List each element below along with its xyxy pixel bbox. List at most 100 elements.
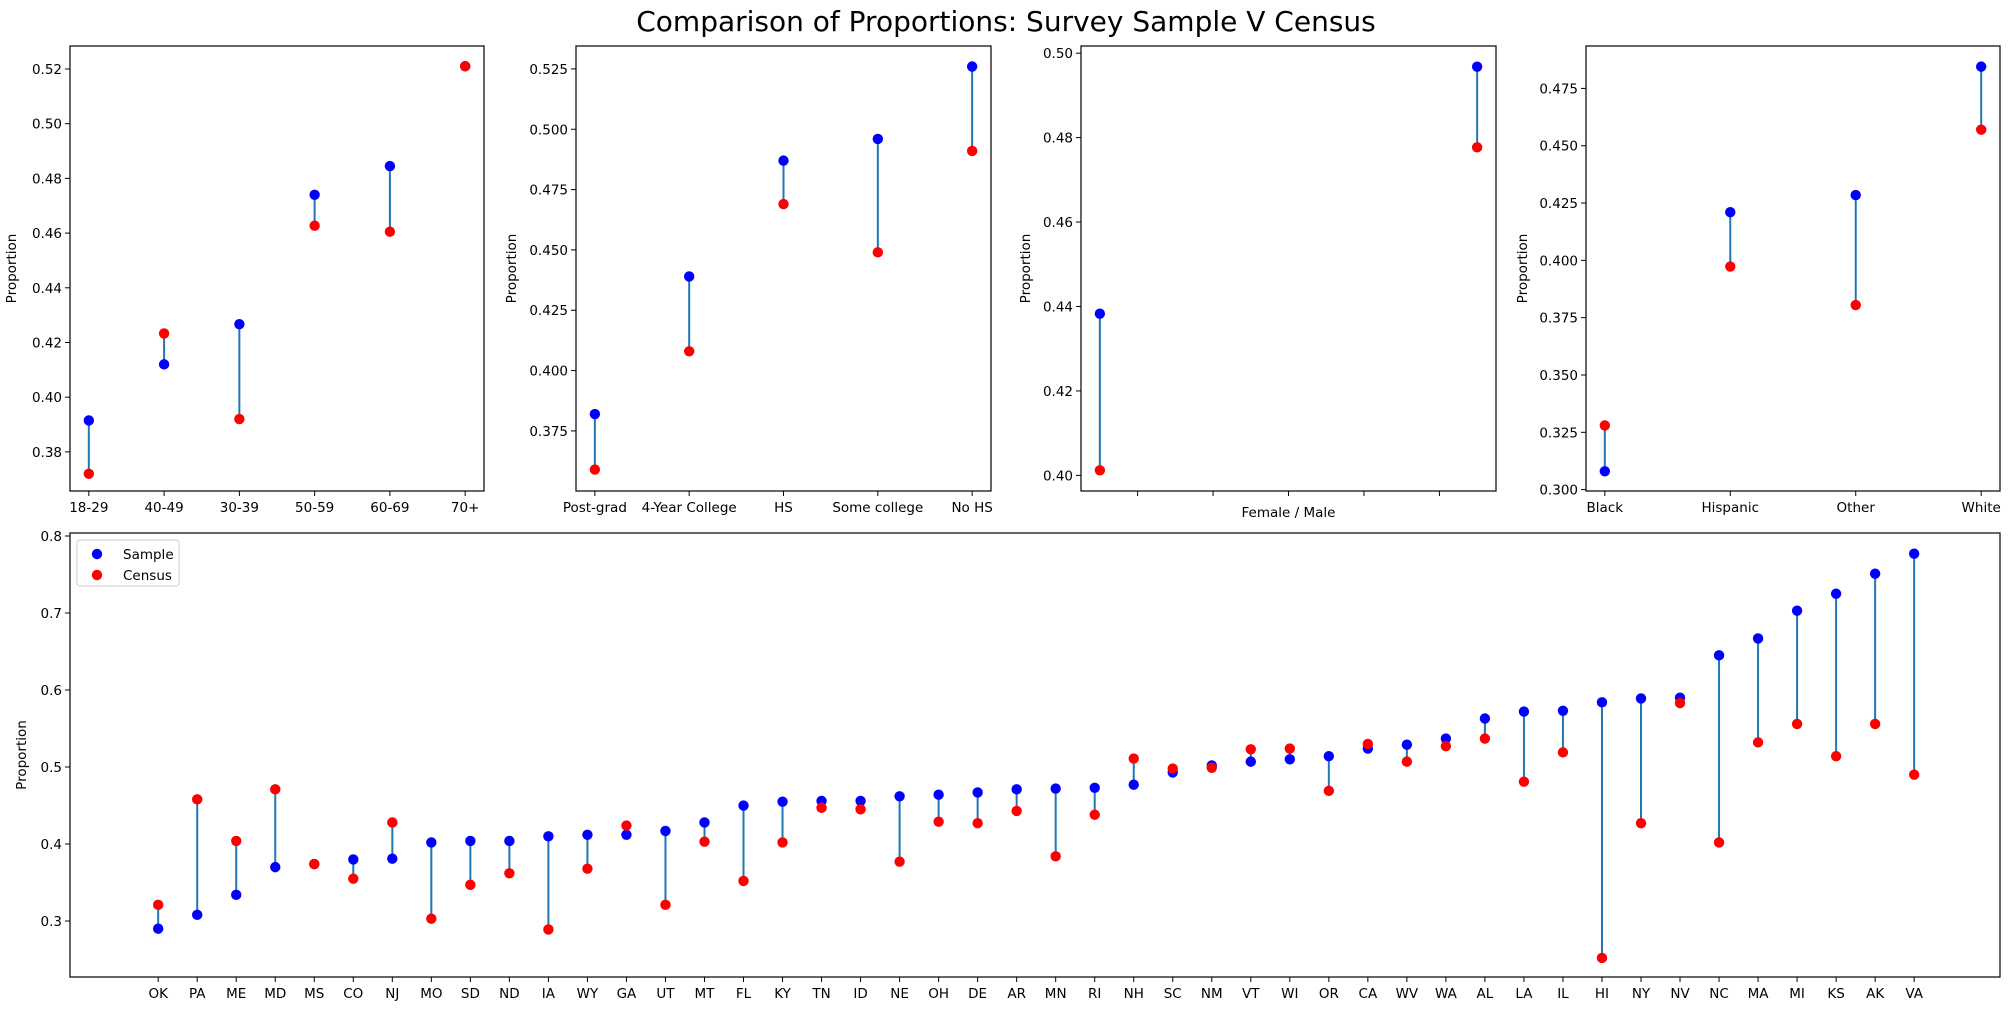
sample-point (1975, 61, 1987, 72)
sample-point (543, 831, 554, 842)
x-tick-label: 50-59 (295, 500, 334, 516)
census-point (966, 145, 978, 157)
figure-title: Comparison of Proportions: Survey Sample… (636, 5, 1376, 38)
x-tick-label: MA (1748, 986, 1770, 1002)
sample-point (1089, 782, 1100, 794)
sample-point (855, 795, 866, 807)
legend-label: Sample (123, 547, 174, 563)
census-point (660, 899, 671, 911)
census-point (1752, 737, 1764, 748)
y-tick-label: 0.475 (1539, 81, 1578, 97)
sample-point (83, 415, 95, 426)
x-tick-label: Black (1587, 500, 1624, 516)
y-tick-label: 0.46 (1043, 215, 1073, 231)
census-point (1440, 741, 1452, 752)
x-tick-label: White (1962, 500, 2001, 516)
sample-point (1869, 568, 1881, 579)
x-tick-label: OH (928, 986, 949, 1002)
sample-point (1094, 308, 1106, 319)
axes-frame (69, 532, 2001, 978)
y-tick-label: 0.325 (1539, 425, 1578, 441)
census-point (972, 818, 983, 829)
sample-point (1518, 706, 1530, 717)
sample-point (192, 909, 203, 921)
census-point (1791, 718, 1803, 730)
census-point (1323, 785, 1335, 797)
census-point (1975, 124, 1987, 135)
x-tick-label: TN (811, 986, 830, 1002)
y-axis-label: Proportion (1515, 234, 1531, 304)
sample-point (1635, 693, 1647, 704)
axes-frame (1080, 45, 1497, 492)
sample-point (1599, 466, 1611, 477)
census-point (231, 835, 242, 847)
sample-point (1850, 189, 1861, 201)
census-point (1089, 809, 1100, 820)
x-tick-label: AL (1477, 986, 1494, 1002)
x-tick-label: VT (1242, 986, 1260, 1002)
y-axis-label: Proportion (504, 234, 520, 304)
census-point (426, 913, 437, 924)
x-tick-label: OR (1319, 986, 1339, 1002)
sample-point (1596, 697, 1608, 708)
legend-box (76, 539, 180, 587)
sample-point (1401, 739, 1413, 750)
y-tick-label: 0.450 (529, 243, 568, 259)
x-tick-label: VA (1905, 986, 1923, 1002)
sample-point (1713, 650, 1725, 661)
sample-point (966, 61, 978, 72)
census-point (309, 220, 320, 231)
y-tick-label: 0.48 (32, 171, 62, 187)
x-tick-label: GA (617, 986, 637, 1002)
x-tick-label: AR (1007, 986, 1026, 1002)
x-tick-label: ND (499, 986, 520, 1002)
sample-point (504, 835, 515, 847)
y-tick-label: 0.40 (1043, 468, 1073, 484)
census-point (1713, 837, 1725, 848)
sample-point (582, 829, 593, 840)
census-point (872, 247, 884, 258)
sample-point (234, 318, 245, 330)
census-point (894, 856, 905, 867)
x-tick-label: ID (853, 986, 867, 1002)
axes-frame (1585, 45, 2001, 492)
chart-panel-1: 0.375 0.400 0.425 0.450 0.475 0.500 0.525 Post-… (504, 45, 993, 516)
x-tick-label: Hispanic (1702, 500, 1760, 516)
y-tick-label: 0.350 (1539, 368, 1578, 384)
x-tick-label: MI (1789, 986, 1805, 1002)
sample-point (683, 271, 695, 282)
y-tick-label: 0.44 (1043, 299, 1073, 315)
census-point (309, 858, 320, 870)
census-point (1869, 718, 1881, 730)
sample-point (270, 861, 281, 873)
sample-point (1284, 754, 1296, 765)
census-point (699, 836, 710, 847)
y-tick-label: 0.38 (32, 445, 62, 461)
sample-point (152, 923, 164, 934)
census-point (582, 863, 593, 874)
x-tick-label: NH (1124, 986, 1144, 1002)
census-point (1167, 763, 1178, 774)
x-tick-label: 40-49 (144, 500, 183, 516)
census-point (459, 61, 471, 72)
census-point (1599, 420, 1611, 431)
y-tick-label: 0.525 (529, 62, 568, 78)
y-tick-label: 0.42 (1043, 384, 1073, 400)
census-point (384, 226, 396, 237)
y-tick-label: 0.52 (32, 62, 62, 78)
census-point (1596, 952, 1608, 964)
census-point (1471, 142, 1483, 153)
census-point (855, 804, 866, 815)
y-axis-label: Proportion (14, 720, 30, 790)
x-tick-label: AK (1866, 986, 1885, 1002)
y-tick-label: 0.425 (1539, 196, 1578, 212)
y-tick-label: 0.300 (1539, 483, 1578, 499)
y-tick-label: 0.5 (41, 760, 62, 776)
census-point (1206, 762, 1217, 773)
y-axis-label: Proportion (4, 234, 20, 304)
x-tick-label: MN (1045, 986, 1067, 1002)
y-tick-label: 0.44 (32, 281, 62, 297)
y-tick-label: 0.40 (32, 390, 62, 406)
y-axis-label: Proportion (1018, 234, 1034, 304)
